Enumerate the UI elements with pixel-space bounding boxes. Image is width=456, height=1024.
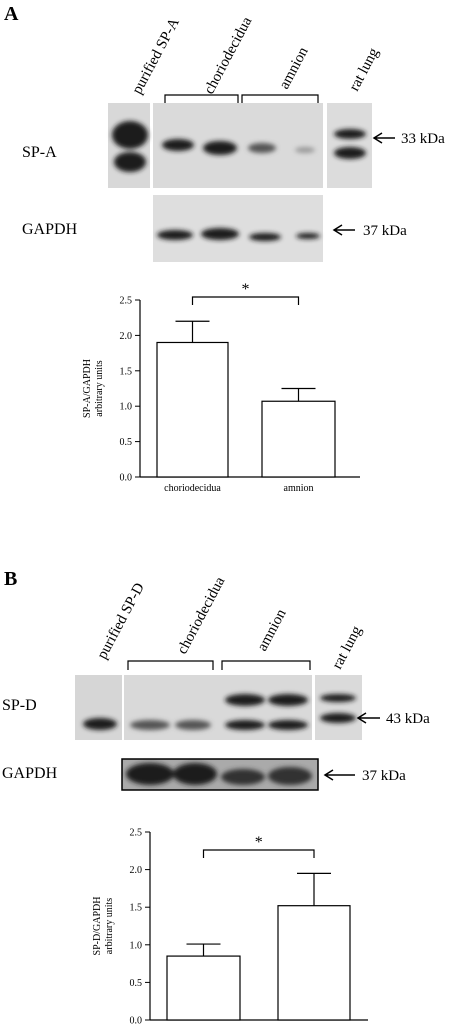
y-axis-label: SP-D/GAPDH: [92, 897, 103, 956]
arrow: [372, 132, 395, 144]
y-tick-label: 0.0: [120, 473, 133, 484]
lane-label: choriodecidua: [174, 574, 228, 657]
significance-star: *: [242, 281, 250, 298]
size-label: 37 kDa: [362, 768, 406, 784]
lane-label: rat lung: [329, 623, 365, 672]
panel-label: B: [4, 568, 17, 590]
y-tick-label: 2.5: [130, 828, 143, 839]
y-tick-label: 2.5: [120, 296, 133, 307]
bar: [277, 905, 351, 1021]
lane-label: rat lung: [346, 45, 382, 94]
y-tick-label: 0.5: [130, 978, 143, 989]
blot-label: GAPDH: [22, 221, 78, 238]
significance-star: *: [255, 834, 263, 851]
blot: [108, 103, 372, 262]
lane-label: choriodecidua: [201, 14, 255, 97]
x-tick-label: choriodecidua: [164, 483, 221, 494]
y-tick-label: 1.5: [120, 366, 133, 377]
x-tick-label: amnion: [284, 483, 314, 494]
y-tick-label: 1.5: [130, 903, 143, 914]
arrow: [323, 769, 355, 781]
size-label: 37 kDa: [363, 223, 407, 239]
bar: [166, 955, 241, 1021]
y-axis-label: arbitrary units: [94, 360, 105, 416]
blot-label: SP-A: [22, 144, 57, 161]
y-tick-label: 0.0: [130, 1016, 143, 1024]
lane-label: amnion: [254, 606, 289, 654]
significance-bracket: [191, 296, 300, 305]
y-axis-label: SP-A/GAPDH: [82, 359, 93, 418]
y-tick-label: 0.5: [120, 437, 133, 448]
lane-bracket: [164, 94, 319, 103]
blot: [75, 675, 362, 791]
size-label: 33 kDa: [401, 131, 445, 147]
y-tick-label: 2.0: [120, 331, 133, 342]
lane-bracket: [127, 660, 311, 670]
arrow: [332, 224, 355, 236]
y-tick-label: 1.0: [120, 402, 133, 413]
lane-label: amnion: [276, 44, 311, 92]
y-tick-label: 1.0: [130, 940, 143, 951]
lane-label: purified SP-A: [129, 15, 183, 97]
blot-label: SP-D: [2, 697, 37, 714]
lane-label: purified SP-D: [94, 580, 148, 662]
blot-label: GAPDH: [2, 765, 58, 782]
y-axis-label: arbitrary units: [104, 898, 115, 954]
y-tick-label: 2.0: [130, 865, 143, 876]
panel-label: A: [4, 3, 19, 25]
arrow: [356, 712, 380, 724]
bar: [156, 341, 229, 478]
significance-bracket: [202, 849, 315, 858]
size-label: 43 kDa: [386, 711, 430, 727]
bar: [261, 400, 336, 478]
